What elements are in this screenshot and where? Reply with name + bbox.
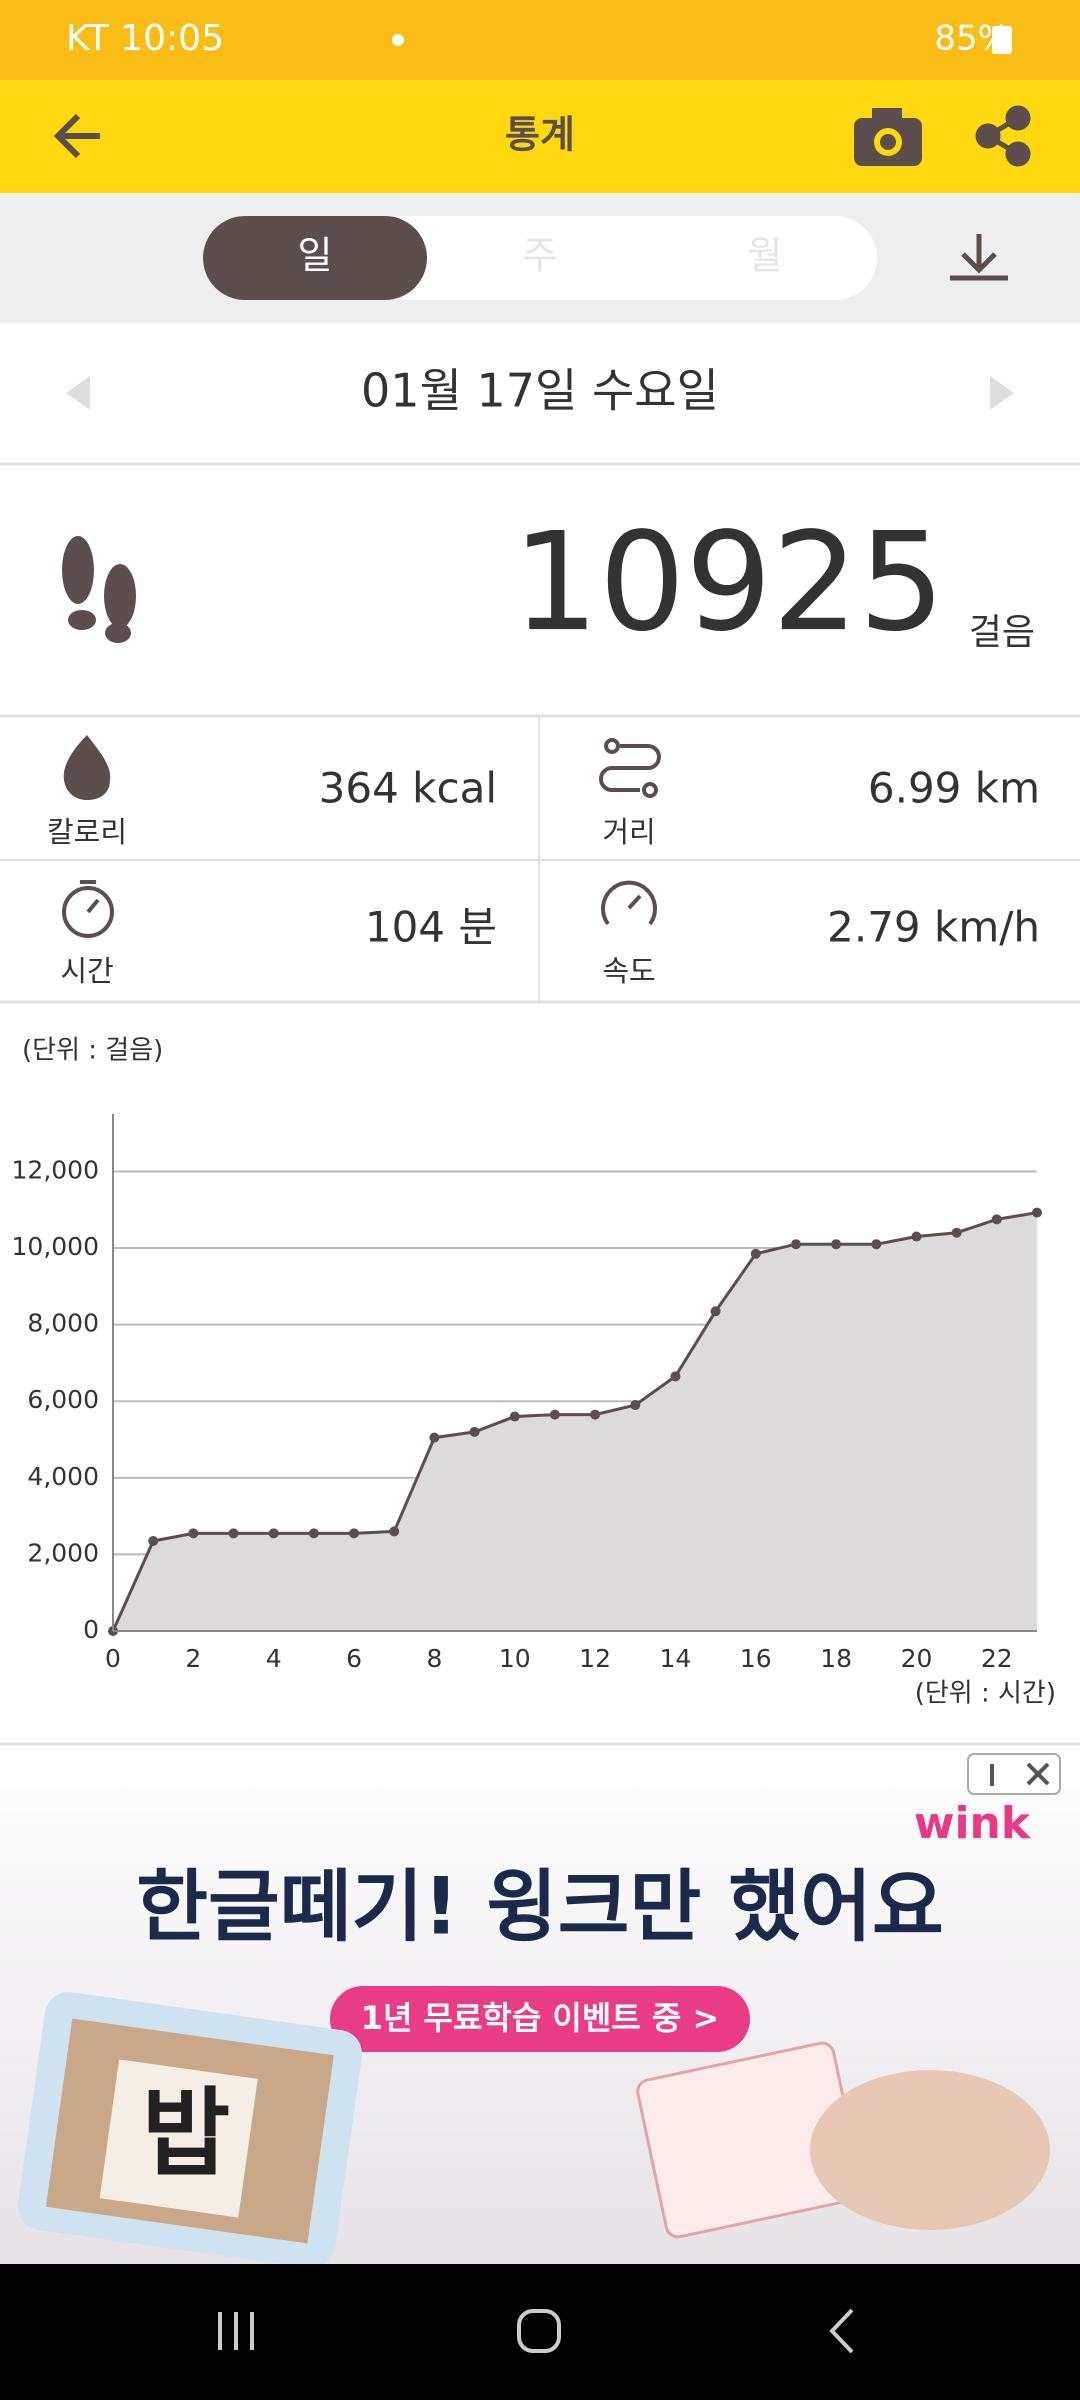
step-chart: (단위 : 걸음) (단위 : 시간) 0 2,000 4,000 6,000 8,00… bbox=[12, 1036, 1056, 1709]
stat-value: 2.79 km/h bbox=[827, 903, 1040, 952]
camera-button[interactable] bbox=[854, 108, 922, 166]
ad-tablet bbox=[17, 1992, 363, 2268]
stat-label: 칼로리 bbox=[47, 815, 127, 849]
tab-selected[interactable] bbox=[203, 216, 427, 300]
stat-value: 6.99 km bbox=[868, 764, 1040, 813]
data-point bbox=[630, 1400, 641, 1411]
x-tick-label: 14 bbox=[660, 1644, 692, 1673]
data-point bbox=[509, 1411, 520, 1422]
x-tick-label: 22 bbox=[981, 1644, 1013, 1673]
ad-button-label[interactable]: 1년 무료학습 이벤트 중 > bbox=[361, 1999, 720, 2037]
speed-icon bbox=[601, 880, 657, 926]
tab-week[interactable]: 주 bbox=[523, 234, 558, 278]
data-point bbox=[228, 1528, 239, 1539]
next-day[interactable] bbox=[990, 376, 1014, 410]
status-time: KT 10:05 bbox=[66, 18, 224, 59]
x-tick-label: 6 bbox=[346, 1644, 362, 1673]
step-count: 10925 bbox=[512, 504, 945, 662]
ad-logo: wink bbox=[914, 1798, 1032, 1849]
x-tick-label: 12 bbox=[579, 1644, 611, 1673]
status-dot bbox=[392, 34, 404, 46]
distance-icon bbox=[599, 738, 661, 798]
x-tick-label: 4 bbox=[266, 1644, 282, 1673]
y-tick-label: 12,000 bbox=[12, 1155, 99, 1184]
nav-home[interactable] bbox=[517, 2309, 561, 2353]
y-tick-label: 4,000 bbox=[27, 1462, 99, 1491]
share-button[interactable] bbox=[975, 105, 1031, 167]
x-tick-label: 0 bbox=[105, 1644, 121, 1673]
download-button[interactable] bbox=[950, 234, 1008, 281]
stat-value: 364 kcal bbox=[319, 764, 497, 813]
data-point bbox=[469, 1426, 480, 1437]
nav-bar bbox=[0, 2264, 1080, 2400]
stat-value: 104 분 bbox=[365, 903, 497, 952]
data-point bbox=[871, 1239, 882, 1250]
data-point bbox=[831, 1239, 842, 1250]
y-axis-label: (단위 : 걸음) bbox=[22, 1036, 163, 1066]
stat-label: 거리 bbox=[602, 815, 655, 849]
time-icon bbox=[62, 880, 114, 938]
nav-recents[interactable] bbox=[218, 2312, 254, 2350]
steps-icon bbox=[62, 536, 136, 643]
data-point bbox=[268, 1528, 279, 1539]
series-line bbox=[111, 1211, 1038, 1632]
x-tick-label: 8 bbox=[426, 1644, 442, 1673]
data-point bbox=[1032, 1207, 1042, 1218]
data-point bbox=[710, 1306, 721, 1317]
step-unit: 걸음 bbox=[969, 612, 1035, 653]
ad-card bbox=[636, 2041, 1050, 2239]
data-point bbox=[549, 1409, 560, 1420]
ad-button[interactable] bbox=[330, 1986, 750, 2052]
ad-close[interactable] bbox=[967, 1753, 1061, 1795]
area-fill bbox=[113, 1212, 1037, 1631]
data-point bbox=[951, 1227, 962, 1238]
data-point bbox=[790, 1239, 801, 1250]
y-tick-label: 6,000 bbox=[27, 1385, 99, 1414]
data-point bbox=[389, 1526, 400, 1537]
header-title: 통계 bbox=[505, 113, 575, 157]
data-point bbox=[911, 1231, 922, 1242]
nav-back[interactable] bbox=[829, 2308, 854, 2354]
data-point bbox=[188, 1528, 199, 1539]
y-tick-label: 8,000 bbox=[27, 1309, 99, 1338]
date-row bbox=[0, 323, 1080, 464]
prev-day[interactable] bbox=[66, 376, 90, 410]
data-point bbox=[308, 1528, 319, 1539]
data-point bbox=[991, 1214, 1002, 1225]
data-point bbox=[750, 1248, 761, 1259]
ad-image-text: 밥 bbox=[142, 2077, 230, 2189]
x-axis-label: (단위 : 시간) bbox=[915, 1679, 1056, 1709]
data-point bbox=[670, 1371, 681, 1382]
y-tick-label: 2,000 bbox=[27, 1538, 99, 1567]
x-tick-label: 10 bbox=[499, 1644, 531, 1673]
back-button[interactable] bbox=[53, 113, 100, 159]
x-tick-label: 16 bbox=[740, 1644, 772, 1673]
y-tick-label: 0 bbox=[83, 1615, 99, 1644]
x-tick-label: 18 bbox=[820, 1644, 852, 1673]
x-tick-label: 20 bbox=[901, 1644, 933, 1673]
status-bar bbox=[0, 0, 1080, 80]
ad-headline: 한글떼기! 윙크만 했어요 bbox=[136, 1862, 943, 1952]
calorie-icon bbox=[63, 735, 111, 800]
x-tick-label: 2 bbox=[185, 1644, 201, 1673]
data-point bbox=[148, 1536, 159, 1547]
stat-label: 시간 bbox=[60, 954, 113, 988]
date-label: 01월 17일 수요일 bbox=[361, 364, 719, 418]
data-point bbox=[349, 1528, 360, 1539]
y-tick-label: 10,000 bbox=[12, 1232, 99, 1261]
tab-month[interactable]: 월 bbox=[748, 234, 783, 278]
data-point bbox=[429, 1432, 440, 1443]
stat-label: 속도 bbox=[602, 954, 655, 988]
tab-day[interactable]: 일 bbox=[298, 234, 333, 278]
data-point bbox=[590, 1409, 601, 1420]
battery-icon bbox=[992, 26, 1012, 54]
